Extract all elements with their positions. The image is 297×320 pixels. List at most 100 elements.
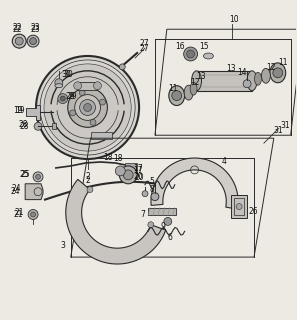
Circle shape [36, 56, 139, 159]
Text: 6: 6 [168, 233, 172, 242]
Circle shape [74, 82, 82, 90]
Text: 17: 17 [133, 166, 143, 175]
Polygon shape [25, 184, 43, 200]
Text: 27: 27 [139, 44, 149, 52]
Circle shape [164, 218, 172, 225]
Text: 13: 13 [226, 64, 236, 73]
Circle shape [243, 80, 251, 88]
Circle shape [27, 35, 39, 47]
Bar [148, 208, 176, 215]
Ellipse shape [255, 72, 261, 85]
Circle shape [58, 94, 68, 104]
Circle shape [75, 95, 100, 120]
Text: 21: 21 [15, 208, 24, 217]
Ellipse shape [247, 71, 257, 91]
Text: 13: 13 [197, 72, 206, 81]
Circle shape [148, 222, 154, 228]
Text: 26: 26 [248, 207, 258, 216]
Circle shape [80, 100, 96, 116]
Circle shape [273, 68, 283, 78]
Bar [91, 132, 112, 139]
Bar [78, 82, 97, 90]
Circle shape [142, 191, 148, 197]
Circle shape [28, 210, 38, 220]
Text: 20: 20 [134, 173, 144, 182]
Circle shape [123, 170, 133, 180]
Text: 11: 11 [168, 84, 178, 93]
Circle shape [119, 64, 125, 70]
Text: 14: 14 [237, 68, 247, 77]
Text: 17: 17 [133, 164, 143, 173]
Text: 9: 9 [160, 222, 165, 231]
Bar [234, 198, 244, 215]
Text: 15: 15 [200, 42, 209, 51]
Circle shape [115, 166, 125, 176]
Text: 11: 11 [278, 59, 287, 68]
Text: 18: 18 [104, 153, 113, 162]
Circle shape [87, 187, 93, 193]
Circle shape [172, 91, 182, 100]
Polygon shape [66, 180, 166, 264]
Text: 24: 24 [10, 187, 20, 196]
Text: 25: 25 [19, 170, 29, 179]
Circle shape [31, 212, 36, 217]
Circle shape [12, 34, 26, 48]
Text: 3: 3 [60, 241, 65, 250]
Circle shape [55, 79, 63, 87]
Text: 23: 23 [30, 23, 40, 32]
Circle shape [236, 204, 242, 210]
Ellipse shape [184, 85, 193, 100]
Text: 22: 22 [12, 23, 22, 32]
Ellipse shape [169, 86, 185, 106]
Circle shape [33, 172, 43, 182]
Text: 2: 2 [85, 172, 90, 181]
Circle shape [84, 104, 91, 111]
Text: 29: 29 [68, 92, 78, 101]
Text: 20: 20 [133, 172, 143, 181]
Circle shape [119, 166, 137, 184]
Ellipse shape [203, 53, 213, 59]
Circle shape [34, 122, 42, 130]
Text: 21: 21 [13, 210, 23, 219]
Circle shape [90, 119, 96, 125]
Circle shape [79, 90, 85, 96]
Ellipse shape [270, 63, 286, 83]
Text: 2: 2 [85, 176, 90, 185]
Text: 19: 19 [15, 106, 25, 115]
Text: 5: 5 [149, 177, 154, 186]
Text: 28: 28 [18, 120, 28, 129]
Circle shape [44, 64, 131, 151]
Circle shape [68, 88, 108, 127]
Ellipse shape [55, 84, 63, 88]
Bar [125, 163, 137, 171]
Text: 16: 16 [175, 42, 184, 51]
Text: 31: 31 [281, 121, 290, 130]
Text: 22: 22 [12, 25, 22, 34]
Circle shape [36, 174, 40, 179]
Circle shape [184, 47, 198, 61]
Polygon shape [26, 105, 40, 120]
Ellipse shape [192, 71, 201, 91]
Circle shape [15, 37, 23, 45]
Circle shape [99, 99, 105, 105]
Polygon shape [151, 158, 238, 209]
Text: 27: 27 [139, 39, 149, 48]
Ellipse shape [190, 82, 197, 95]
Text: 10: 10 [229, 15, 239, 24]
Bar [231, 195, 247, 219]
Text: 12: 12 [266, 63, 276, 72]
Text: 19: 19 [13, 106, 23, 115]
Text: 24: 24 [12, 184, 21, 193]
Text: 30: 30 [64, 70, 74, 79]
Ellipse shape [261, 68, 270, 83]
Text: 8: 8 [150, 185, 154, 194]
Text: 4: 4 [222, 157, 227, 166]
Circle shape [60, 96, 65, 101]
Circle shape [70, 110, 76, 116]
Text: 28: 28 [19, 122, 29, 131]
Circle shape [187, 50, 195, 58]
Circle shape [94, 82, 102, 90]
Text: 12: 12 [190, 78, 199, 87]
Text: 7: 7 [140, 210, 146, 219]
Text: 30: 30 [62, 70, 72, 79]
